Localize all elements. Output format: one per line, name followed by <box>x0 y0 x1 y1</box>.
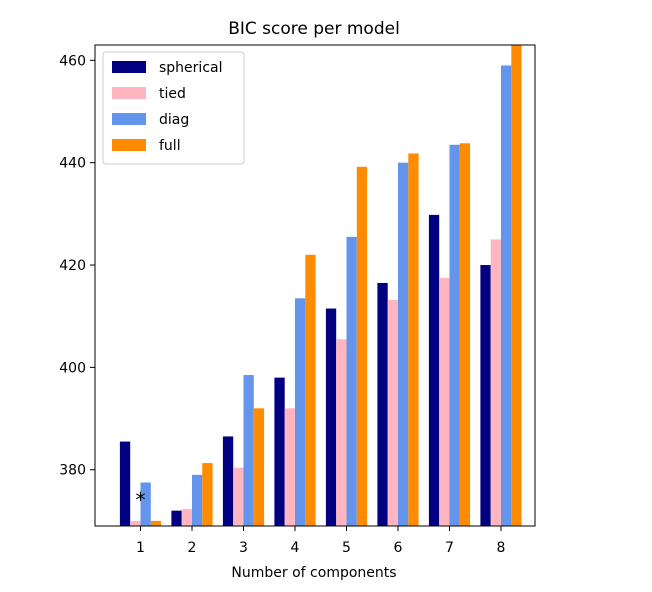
legend-box <box>102 51 245 165</box>
bar-spherical-1 <box>119 441 131 526</box>
bar-spherical-4 <box>274 377 285 526</box>
bar-tied-4 <box>284 408 295 526</box>
bar-diag-7 <box>449 144 460 526</box>
x-tick-label-1: 1 <box>136 540 145 556</box>
annotation-layer: * <box>136 488 146 512</box>
bar-diag-6 <box>398 162 409 526</box>
bar-full-8 <box>511 45 522 526</box>
bar-diag-3 <box>243 375 254 526</box>
legend-swatch-tied <box>112 87 146 99</box>
bar-full-5 <box>356 166 368 526</box>
y-tick-label-420: 420 <box>59 258 86 274</box>
bar-spherical-3 <box>222 436 234 526</box>
x-tick-label-4: 4 <box>291 540 300 556</box>
y-tick-label-440: 440 <box>59 156 86 172</box>
legend-swatch-spherical <box>112 61 146 73</box>
bar-diag-8 <box>501 65 512 526</box>
bar-diag-4 <box>295 298 306 526</box>
y-tick-label-380: 380 <box>59 463 86 479</box>
bar-diag-2 <box>192 474 203 526</box>
legend-label-spherical: spherical <box>159 60 222 76</box>
bar-full-6 <box>408 153 419 526</box>
bar-spherical-8 <box>480 265 491 526</box>
legend-label-diag: diag <box>159 112 189 128</box>
bar-full-2 <box>202 463 213 526</box>
x-axis: 1 2 3 4 5 6 7 8 <box>136 526 505 556</box>
bar-tied-7 <box>439 277 450 526</box>
x-tick-label-8: 8 <box>497 540 506 556</box>
bar-full-3 <box>253 408 265 526</box>
bar-full-7 <box>459 143 471 526</box>
bar-spherical-2 <box>171 510 182 526</box>
y-axis: 380 400 420 440 460 <box>59 53 95 479</box>
x-tick-label-6: 6 <box>394 540 403 556</box>
best-model-marker-0: * <box>136 488 146 512</box>
x-tick-label-2: 2 <box>188 540 197 556</box>
legend-swatch-full <box>112 139 146 151</box>
legend-label-tied: tied <box>159 86 186 102</box>
legend: spherical tied diag full <box>102 51 245 165</box>
plot-frame <box>94 44 536 527</box>
x-tick-label-5: 5 <box>342 540 351 556</box>
x-tick-label-3: 3 <box>239 540 248 556</box>
bar-spherical-7 <box>428 214 440 526</box>
bar-full-4 <box>305 254 316 526</box>
x-axis-title: Number of components <box>231 565 396 581</box>
bar-tied-3 <box>233 467 244 526</box>
bar-tied-5 <box>336 339 347 526</box>
bar-diag-5 <box>346 236 357 526</box>
bar-diag-1 <box>140 482 151 526</box>
bar-spherical-5 <box>325 308 337 526</box>
x-tick-label-7: 7 <box>445 540 454 556</box>
legend-label-full: full <box>159 138 181 154</box>
legend-swatch-diag <box>112 113 146 125</box>
y-tick-label-400: 400 <box>59 360 86 376</box>
bar-tied-1 <box>130 520 141 526</box>
bar-tied-2 <box>181 509 192 526</box>
bar-spherical-6 <box>377 282 388 526</box>
bar-tied-8 <box>490 239 501 526</box>
bar-full-1 <box>150 520 162 526</box>
bar-tied-6 <box>387 299 398 526</box>
bars-layer <box>119 45 522 526</box>
chart-title: BIC score per model <box>228 19 400 39</box>
y-tick-label-460: 460 <box>59 53 86 69</box>
